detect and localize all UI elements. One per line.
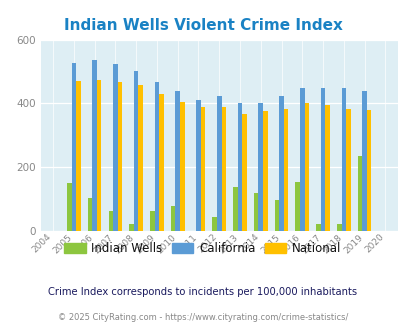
Bar	[216, 96, 221, 231]
Bar	[179, 102, 184, 231]
Bar	[341, 88, 345, 231]
Bar	[154, 82, 159, 231]
Legend: Indian Wells, California, National: Indian Wells, California, National	[60, 237, 345, 260]
Bar	[212, 217, 216, 231]
Bar	[357, 156, 362, 231]
Bar	[171, 206, 175, 231]
Bar	[345, 109, 350, 231]
Bar	[362, 91, 366, 231]
Bar	[336, 224, 341, 231]
Bar	[274, 200, 279, 231]
Bar	[320, 88, 324, 231]
Text: Crime Index corresponds to incidents per 100,000 inhabitants: Crime Index corresponds to incidents per…	[48, 287, 357, 297]
Bar	[175, 91, 179, 231]
Bar	[262, 112, 267, 231]
Bar	[196, 100, 200, 231]
Bar	[67, 183, 71, 231]
Bar	[283, 109, 288, 231]
Bar	[295, 182, 299, 231]
Bar	[366, 110, 371, 231]
Bar	[242, 114, 246, 231]
Bar	[92, 60, 97, 231]
Bar	[299, 88, 304, 231]
Bar	[71, 63, 76, 231]
Bar	[258, 103, 262, 231]
Bar	[221, 107, 226, 231]
Bar	[159, 94, 163, 231]
Bar	[113, 64, 117, 231]
Text: © 2025 CityRating.com - https://www.cityrating.com/crime-statistics/: © 2025 CityRating.com - https://www.city…	[58, 313, 347, 322]
Bar	[304, 103, 309, 231]
Bar	[129, 224, 134, 231]
Bar	[279, 96, 283, 231]
Bar	[138, 85, 143, 231]
Bar	[97, 80, 101, 231]
Bar	[108, 211, 113, 231]
Bar	[253, 193, 258, 231]
Bar	[117, 82, 122, 231]
Text: Indian Wells Violent Crime Index: Indian Wells Violent Crime Index	[64, 18, 341, 33]
Bar	[76, 82, 81, 231]
Bar	[134, 71, 138, 231]
Bar	[232, 187, 237, 231]
Bar	[87, 198, 92, 231]
Bar	[324, 105, 329, 231]
Bar	[150, 211, 154, 231]
Bar	[200, 107, 205, 231]
Bar	[315, 224, 320, 231]
Bar	[237, 103, 242, 231]
